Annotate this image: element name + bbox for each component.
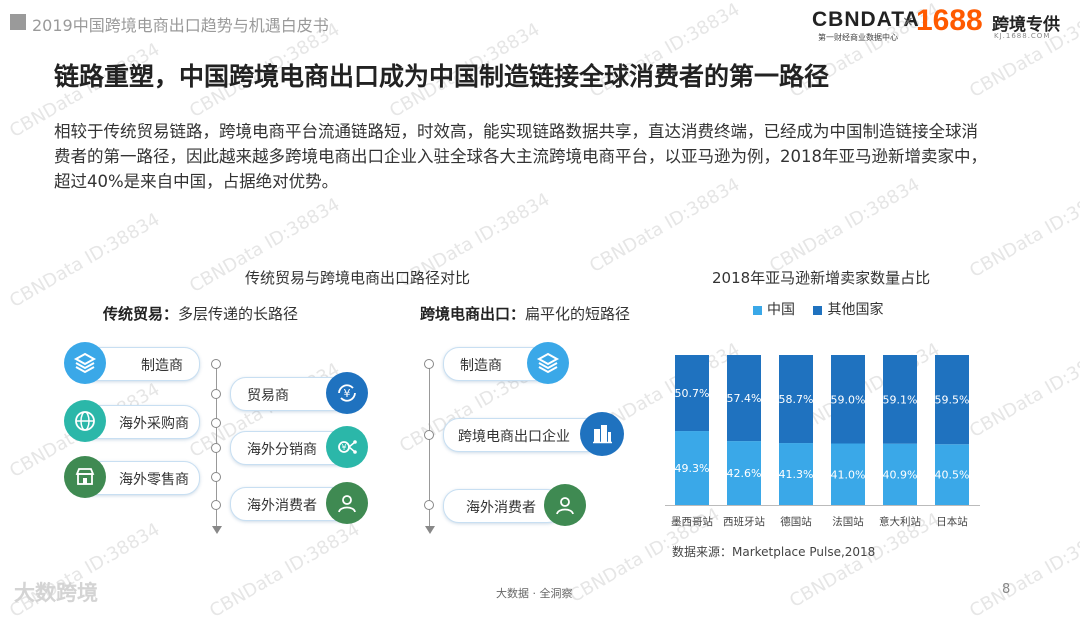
flow-node [424, 359, 434, 369]
data-label: 40.5% [935, 469, 970, 482]
category-label: 西班牙站 [723, 515, 765, 528]
pill-label: 贸易商 [247, 388, 289, 404]
legend-swatch-other [813, 305, 823, 315]
category-label: 法国站 [832, 515, 864, 528]
chart-legend: 中国 其他国家 [753, 299, 883, 319]
flow-node [211, 359, 221, 369]
cbndata-logo-subtitle: 第一财经商业数据中心 [818, 33, 898, 42]
legend-label-other: 其他国家 [827, 302, 884, 318]
watermark-text: CBNData ID:38834 [966, 179, 1080, 282]
category-label: 德国站 [780, 515, 812, 528]
building-icon [580, 412, 624, 456]
kuajing-logo-url: KJ.1688.COM [994, 32, 1051, 40]
data-label: 42.6% [727, 467, 762, 480]
kuajing-logo: 跨境专供 [992, 15, 1060, 35]
crossborder-flow-arrow [425, 526, 435, 534]
pill-label: 海外消费者 [247, 498, 317, 514]
bar-china [779, 443, 813, 505]
layers-icon [527, 342, 569, 384]
brand-watermark: 大数跨境 [14, 581, 98, 605]
person-icon [326, 482, 368, 524]
top-bar: 2019中国跨境电商出口趋势与机遇白皮书 CBNDATA 第一财经商业数据中心 … [0, 0, 1080, 44]
traditional-path-title: 传统贸易：多层传递的长路径 [103, 303, 298, 324]
currency-exchange-icon: ¥ [326, 372, 368, 414]
page-headline: 链路重塑，中国跨境电商出口成为中国制造链接全球消费者的第一路径 [54, 62, 830, 91]
bar-other [727, 355, 761, 442]
bar-other [779, 355, 813, 444]
flow-node [211, 443, 221, 453]
title-marker [10, 14, 26, 30]
flow-node [211, 389, 221, 399]
pill-label: 海外分销商 [247, 442, 317, 458]
pill-label: 跨境电商出口企业 [458, 429, 570, 445]
category-label: 日本站 [936, 515, 968, 528]
globe-icon [64, 400, 106, 442]
legend-label-china: 中国 [767, 302, 795, 318]
svg-text:¥: ¥ [341, 443, 346, 452]
data-label: 49.3% [675, 462, 710, 475]
data-label: 59.5% [935, 394, 970, 407]
footer-tagline: 大数据 · 全洞察 [496, 587, 573, 600]
crossborder-flow-line [429, 364, 430, 526]
legend-item-other: 其他国家 [813, 302, 883, 318]
chart-title: 2018年亚马逊新增卖家数量占比 [712, 269, 931, 287]
crossborder-path-title: 跨境电商出口：扁平化的短路径 [420, 303, 630, 324]
layers-icon [64, 342, 106, 384]
data-label: 41.3% [779, 468, 814, 481]
data-label: 41.0% [831, 468, 866, 481]
bar-other [675, 355, 709, 432]
traditional-label-rest: 多层传递的长路径 [178, 305, 299, 323]
traditional-flow-arrow [212, 526, 222, 534]
category-label: 墨西哥站 [671, 515, 713, 528]
legend-item-china: 中国 [753, 302, 795, 318]
flow-node [211, 472, 221, 482]
bar-other [883, 355, 917, 444]
body-paragraph: 相较于传统贸易链路，跨境电商平台流通链路短，时效高，能实现链路数据共享，直达消费… [54, 122, 987, 191]
diagram-title: 传统贸易与跨境电商出口路径对比 [245, 269, 471, 287]
watermark-text: CBNData ID:38834 [6, 209, 164, 312]
bar-other [935, 355, 969, 445]
data-label: 57.4% [727, 392, 762, 405]
pill-label: 海外采购商 [119, 416, 189, 432]
bar-china [935, 444, 969, 505]
data-label: 50.7% [675, 387, 710, 400]
legend-swatch-china [753, 305, 762, 315]
pill-label: 制造商 [141, 358, 183, 374]
data-label: 59.1% [883, 393, 918, 406]
flow-node [211, 418, 221, 428]
crossborder-item-exporter: 跨境电商出口企业 [443, 418, 603, 452]
cbndata-logo: CBNDATA [812, 8, 920, 31]
stacked-bar-chart: 49.3% 50.7% 墨西哥站 42.6% 57.4% 西班牙站 41.3% 58.7% 德国… [665, 355, 980, 528]
bar-china [727, 441, 761, 505]
bar-china [831, 443, 865, 505]
data-label: 59.0% [831, 393, 866, 406]
report-title: 2019中国跨境电商出口趋势与机遇白皮书 [32, 16, 329, 35]
distribution-icon: ¥ [326, 426, 368, 468]
flow-node [424, 430, 434, 440]
store-icon [64, 456, 106, 498]
crossborder-label-rest: 扁平化的短路径 [525, 305, 631, 323]
bar-china [675, 431, 709, 505]
bar-other [831, 355, 865, 444]
pill-label: 海外消费者 [466, 500, 536, 516]
flow-node [211, 500, 221, 510]
crossborder-label-bold: 跨境电商出口： [420, 305, 526, 323]
logo-1688: 1688 [916, 4, 983, 37]
data-label: 58.7% [779, 393, 814, 406]
category-label: 意大利站 [879, 515, 921, 528]
data-source: 数据来源：Marketplace Pulse,2018 [672, 545, 876, 559]
pill-label: 制造商 [460, 358, 502, 374]
traditional-label-bold: 传统贸易： [103, 305, 179, 323]
logo-separator: × [902, 14, 914, 30]
page-number: 8 [1002, 582, 1011, 597]
crossborder-item-consumer: 海外消费者 [443, 489, 563, 523]
person-icon [544, 484, 586, 526]
watermark-text: CBNData ID:38834 [206, 519, 364, 622]
flow-node [424, 500, 434, 510]
svg-text:¥: ¥ [344, 387, 351, 400]
data-label: 40.9% [883, 468, 918, 481]
pill-label: 海外零售商 [119, 472, 189, 488]
bar-china [883, 443, 917, 505]
